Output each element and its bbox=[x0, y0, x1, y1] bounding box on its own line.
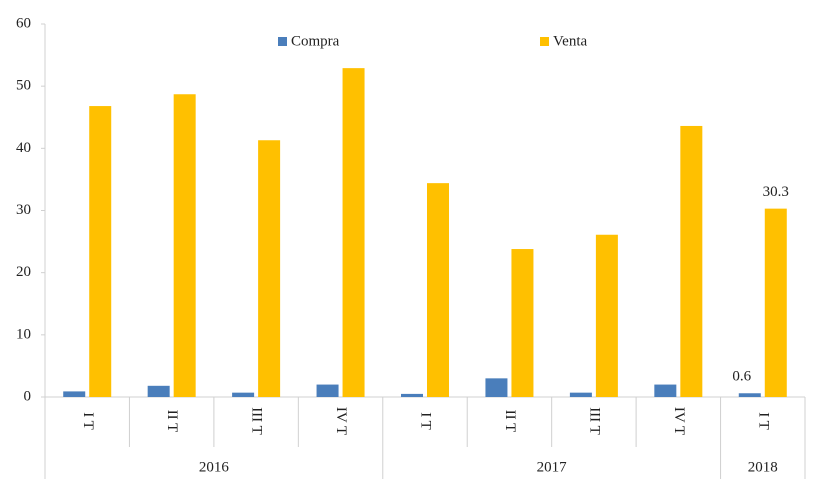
group-label: 2018 bbox=[748, 459, 778, 475]
group-label: 2017 bbox=[537, 459, 568, 475]
bar bbox=[595, 234, 618, 397]
x-tick-label: I T bbox=[80, 412, 96, 430]
y-tick-label: 50 bbox=[16, 78, 31, 94]
legend-label: Venta bbox=[553, 33, 587, 49]
bar bbox=[738, 393, 761, 397]
y-tick-label: 60 bbox=[16, 15, 31, 31]
x-tick-label: IV T bbox=[333, 407, 349, 435]
y-tick-label: 0 bbox=[24, 388, 32, 404]
x-tick-label: II T bbox=[502, 410, 518, 433]
y-tick-label: 10 bbox=[16, 326, 31, 342]
bar bbox=[654, 384, 677, 397]
y-tick-label: 30 bbox=[16, 202, 31, 218]
legend-swatch bbox=[278, 37, 287, 46]
bar bbox=[342, 68, 365, 397]
legend-swatch bbox=[540, 37, 549, 46]
x-tick-label: III T bbox=[249, 407, 265, 435]
bar bbox=[427, 183, 449, 397]
x-tick-label: III T bbox=[586, 407, 602, 435]
bar bbox=[173, 94, 196, 397]
data-label: 30.3 bbox=[763, 184, 789, 200]
bar bbox=[764, 208, 787, 397]
bar bbox=[147, 385, 170, 397]
bar bbox=[511, 249, 534, 397]
x-tick-label: I T bbox=[418, 412, 434, 430]
bar bbox=[401, 393, 423, 397]
legend-label: Compra bbox=[291, 33, 340, 49]
bar bbox=[316, 384, 339, 397]
bar bbox=[232, 392, 255, 397]
data-label: 0.6 bbox=[732, 369, 751, 385]
bar bbox=[485, 378, 508, 397]
x-tick-label: IV T bbox=[671, 407, 687, 435]
x-tick-label: II T bbox=[164, 410, 180, 433]
x-tick-label: I T bbox=[755, 412, 771, 430]
bar bbox=[569, 392, 592, 397]
bar bbox=[63, 391, 86, 397]
group-label: 2016 bbox=[199, 459, 230, 475]
y-tick-label: 40 bbox=[16, 140, 31, 156]
bar bbox=[680, 125, 703, 397]
bar bbox=[258, 140, 281, 398]
y-tick-label: 20 bbox=[16, 264, 31, 280]
bar bbox=[89, 106, 112, 397]
